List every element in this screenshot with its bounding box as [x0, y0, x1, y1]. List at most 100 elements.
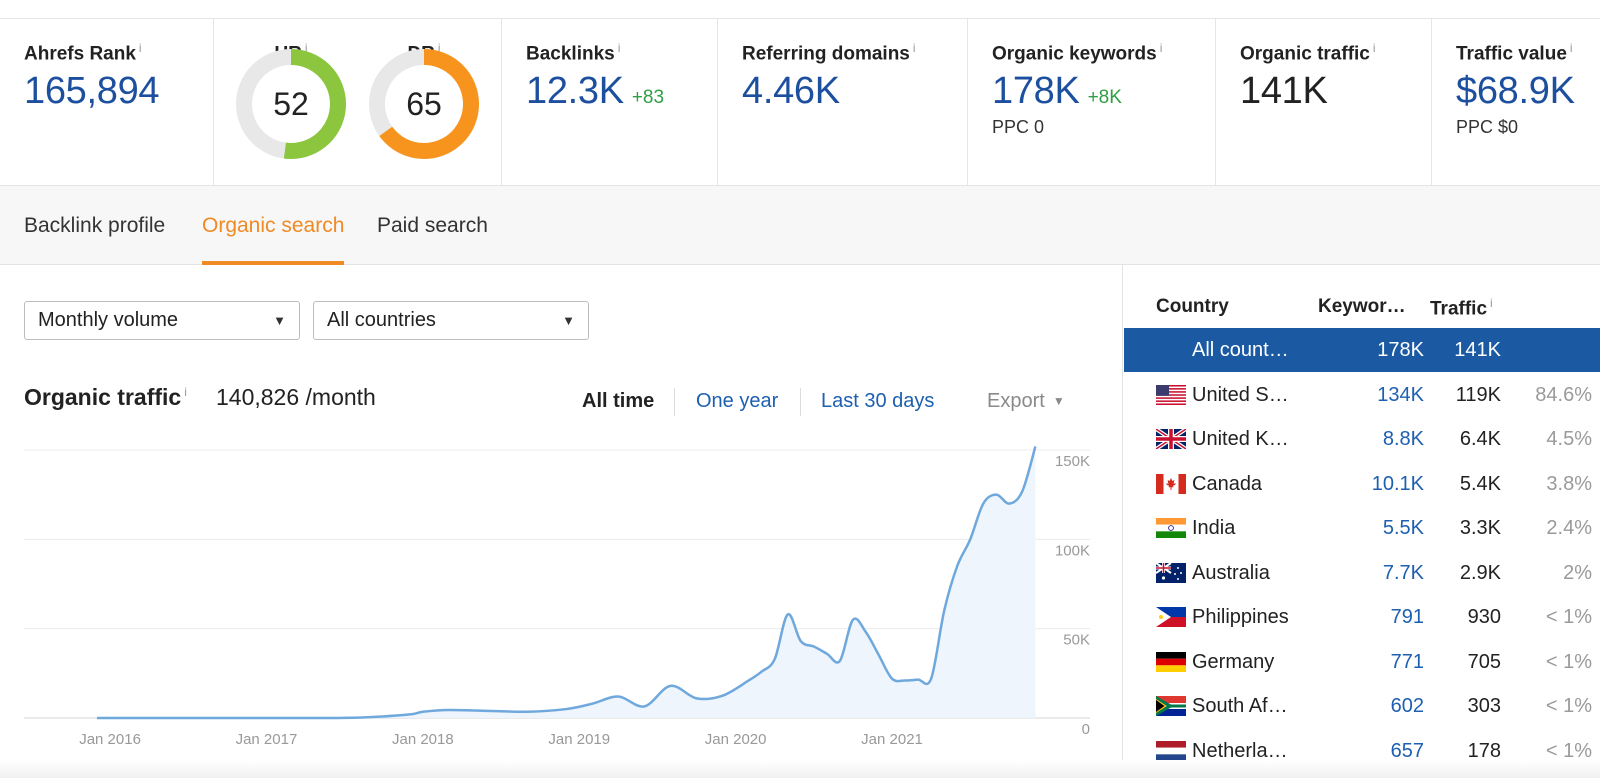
range-all-time[interactable]: All time	[582, 390, 655, 412]
metrics-bar: Ahrefs Rank i 165,894 UR i 52 DR i 65 Backl…	[0, 18, 1600, 186]
country-traffic: 705	[1467, 650, 1501, 673]
philippines-flag-icon	[1156, 607, 1186, 627]
ahrefs-rank-value[interactable]: 165,894	[24, 70, 160, 113]
country-row[interactable]: South Af… 602 303 < 1%	[1124, 684, 1600, 728]
country-name[interactable]: United S…	[1192, 383, 1289, 406]
country-traffic: 5.4K	[1459, 472, 1501, 495]
countries-select-value: All countries	[327, 309, 436, 331]
country-keywords[interactable]: 7.7K	[1382, 561, 1424, 584]
metric-referring-domains[interactable]: Referring domains i 4.46K	[718, 19, 968, 185]
ur-gauge[interactable]: UR i 52	[234, 41, 348, 161]
country-name[interactable]: India	[1192, 517, 1236, 539]
keywords-header[interactable]: Keywor…	[1318, 296, 1406, 317]
country-row[interactable]: India 5.5K 3.3K 2.4%	[1124, 506, 1600, 550]
country-keywords[interactable]: 10.1K	[1371, 472, 1424, 495]
volume-select-value: Monthly volume	[38, 309, 179, 331]
metric-rating-gauges: UR i 52 DR i 65	[214, 19, 502, 185]
country-keywords[interactable]: 602	[1390, 695, 1424, 717]
range-last-30-days[interactable]: Last 30 days	[821, 390, 935, 412]
country-keywords[interactable]: 134K	[1377, 383, 1424, 406]
caret-down-icon: ▼	[1052, 394, 1065, 408]
metric-backlinks[interactable]: Backlinks i 12.3K +83	[502, 19, 718, 185]
country-traffic-share: < 1%	[1545, 650, 1592, 673]
country-traffic: 119K	[1455, 383, 1501, 406]
panel-divider	[1122, 265, 1123, 778]
metric-organic-traffic[interactable]: Organic traffic i 141K	[1216, 19, 1432, 185]
info-icon[interactable]: i	[1372, 41, 1376, 55]
countries-select[interactable]: All countries ▼	[313, 301, 589, 340]
tab-paid-search[interactable]: Paid search	[377, 214, 488, 237]
traffic-area-fill	[97, 446, 1036, 719]
country-keywords[interactable]: 771	[1390, 650, 1424, 673]
country-keywords[interactable]: 657	[1390, 739, 1424, 762]
traffic-header-label: Traffic	[1430, 298, 1488, 320]
country-traffic-share: < 1%	[1545, 606, 1592, 628]
country-row[interactable]: United S… 134K 119K 84.6%	[1124, 373, 1600, 417]
germany-flag-icon	[1156, 651, 1186, 672]
organic-traffic-chart[interactable]: Jan 2016 Jan 2017 Jan 2018 Jan 2019 Jan 2020…	[0, 430, 1100, 760]
country-keywords[interactable]: 791	[1390, 606, 1424, 628]
range-one-year[interactable]: One year	[696, 390, 779, 412]
country-keywords[interactable]: 8.8K	[1382, 428, 1424, 450]
dr-gauge[interactable]: DR i 65	[367, 41, 481, 161]
country-name[interactable]: South Af…	[1192, 695, 1288, 717]
country-name[interactable]: Philippines	[1192, 606, 1289, 628]
country-row[interactable]: Germany 771 705 < 1%	[1124, 640, 1600, 684]
info-icon[interactable]: i	[1569, 41, 1573, 55]
organic-traffic-label: Organic traffic	[1240, 43, 1370, 65]
organic-keywords-delta: +8K	[1087, 87, 1122, 109]
country-row[interactable]: United K… 8.8K 6.4K 4.5%	[1124, 417, 1600, 461]
country-traffic-share: 2.4%	[1546, 517, 1592, 539]
tab-organic-search[interactable]: Organic search	[202, 186, 345, 265]
info-icon[interactable]: i	[437, 41, 441, 55]
country-row-all[interactable]: All count… 178K 141K	[1124, 328, 1600, 372]
organic-keywords-value[interactable]: 178K	[992, 70, 1080, 113]
referring-domains-value[interactable]: 4.46K	[742, 70, 840, 113]
metric-ahrefs-rank[interactable]: Ahrefs Rank i 165,894	[0, 19, 214, 185]
country-header[interactable]: Country	[1156, 296, 1229, 317]
y-tick-label: 0	[1082, 721, 1090, 738]
country-keywords[interactable]: 5.5K	[1382, 517, 1424, 539]
organic-traffic-value: 141K	[1240, 70, 1328, 113]
export-button[interactable]: Export ▼	[987, 390, 1065, 413]
country-traffic: 2.9K	[1459, 561, 1501, 584]
range-divider	[674, 388, 675, 416]
country-row[interactable]: Australia 7.7K 2.9K 2%	[1124, 551, 1600, 595]
country-traffic: 178	[1467, 739, 1501, 762]
info-icon[interactable]: i	[138, 41, 142, 55]
ur-value: 52	[273, 86, 309, 122]
info-icon[interactable]: i	[617, 41, 621, 55]
traffic-value-value[interactable]: $68.9K	[1456, 70, 1575, 113]
info-icon[interactable]: i	[1159, 41, 1163, 55]
uk-flag-icon	[1156, 429, 1186, 449]
country-traffic: 6.4K	[1459, 428, 1501, 450]
country-name[interactable]: Germany	[1192, 650, 1275, 673]
country-row[interactable]: Philippines 791 930 < 1%	[1124, 595, 1600, 639]
x-tick-label: Jan 2018	[392, 731, 454, 748]
info-icon[interactable]: i	[184, 385, 187, 400]
country-row[interactable]: Netherla… 657 178 < 1%	[1124, 729, 1600, 773]
country-name[interactable]: United K…	[1192, 428, 1289, 450]
volume-select[interactable]: Monthly volume ▼	[24, 301, 300, 340]
traffic-value-ppc: PPC $0	[1456, 117, 1519, 138]
metric-traffic-value[interactable]: Traffic value i $68.9K PPC $0	[1432, 19, 1600, 185]
country-name[interactable]: All count…	[1192, 339, 1289, 361]
country-row[interactable]: Canada 10.1K 5.4K 3.8%	[1124, 462, 1600, 506]
info-icon[interactable]: i	[1490, 296, 1493, 310]
canada-flag-icon	[1156, 473, 1186, 494]
traffic-header[interactable]: Traffic i	[1430, 296, 1493, 320]
organic-keywords-ppc: PPC 0	[992, 117, 1045, 138]
backlinks-value[interactable]: 12.3K	[526, 70, 624, 113]
country-name[interactable]: Australia	[1192, 561, 1270, 584]
country-name[interactable]: Canada	[1192, 472, 1263, 495]
x-tick-label: Jan 2019	[548, 731, 610, 748]
organic-keywords-label: Organic keywords	[992, 43, 1157, 65]
info-icon[interactable]: i	[912, 41, 916, 55]
metric-organic-keywords[interactable]: Organic keywords i 178K +8K PPC 0	[968, 19, 1216, 185]
dr-gauge-ring: 65	[369, 49, 479, 160]
info-icon[interactable]: i	[304, 41, 308, 55]
ur-gauge-ring: 52	[236, 49, 346, 160]
australia-flag-icon	[1156, 562, 1186, 583]
tab-backlink-profile[interactable]: Backlink profile	[24, 214, 166, 237]
country-traffic-share: < 1%	[1545, 695, 1592, 717]
